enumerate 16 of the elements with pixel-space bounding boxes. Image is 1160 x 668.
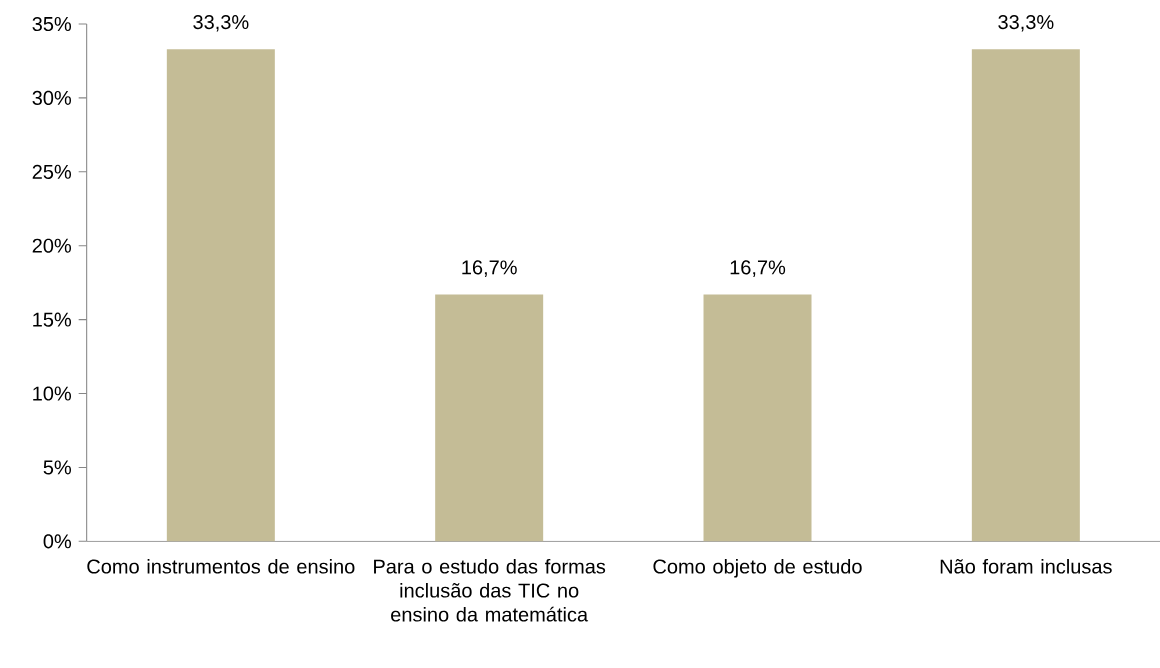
- x-tick-label: Não foram inclusas: [940, 558, 1112, 574]
- x-tick-label: Para o estudo das formas inclusão das TIC no ensino da matemática: [374, 558, 606, 622]
- data-label: 16,7%: [462, 260, 517, 277]
- x-tick-label: Como objeto de estudo: [653, 558, 862, 578]
- y-tick-label: 30%: [32, 90, 72, 105]
- y-tick-label: 10%: [33, 386, 72, 401]
- y-tick-label: 5%: [43, 460, 72, 475]
- y-tick-label: 15%: [33, 312, 72, 327]
- y-tick-label: 25%: [32, 164, 72, 179]
- data-label: 16,7%: [730, 260, 786, 277]
- data-label: 33,3%: [998, 15, 1054, 32]
- y-tick-label: 35%: [32, 16, 72, 32]
- y-tick-label: 20%: [32, 238, 72, 253]
- x-tick-label: Como instrumentos de ensino: [87, 558, 355, 574]
- data-label: 33,3%: [193, 15, 249, 32]
- y-tick-label: 0%: [43, 534, 72, 549]
